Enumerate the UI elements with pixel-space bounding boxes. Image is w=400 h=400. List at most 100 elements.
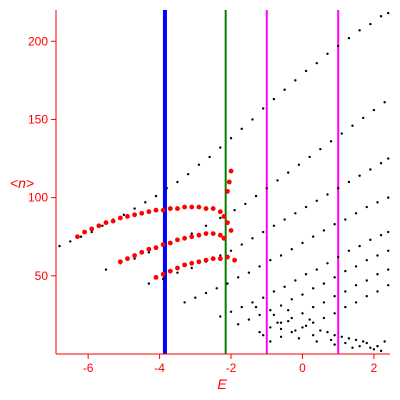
data-point [301, 312, 304, 315]
highlight-point [75, 234, 80, 240]
y-axis-label: <n> [10, 175, 34, 191]
data-point [219, 216, 222, 220]
highlight-point [203, 206, 209, 211]
data-point [354, 265, 358, 268]
highlight-point [189, 260, 195, 266]
data-point [183, 301, 186, 304]
data-point [233, 208, 236, 212]
highlight-point [132, 212, 137, 218]
data-point [372, 348, 376, 351]
highlight-point [228, 168, 234, 174]
data-point [333, 312, 336, 315]
data-point [315, 340, 318, 343]
data-point [311, 287, 315, 290]
data-point [304, 273, 308, 276]
data-point [240, 243, 243, 246]
data-point [294, 279, 297, 282]
data-point [58, 244, 61, 248]
data-point [176, 180, 179, 184]
highlight-point [226, 179, 232, 185]
data-point [387, 11, 390, 15]
highlight-point [175, 206, 180, 211]
data-point [308, 318, 311, 321]
highlight-point [167, 268, 173, 274]
data-point [365, 258, 368, 262]
highlight-point [225, 188, 230, 194]
data-point [297, 337, 301, 340]
data-point [251, 118, 254, 121]
y-ticks: 50 100 150 200 [28, 34, 56, 283]
highlight-point [196, 232, 202, 238]
data-point [322, 316, 326, 320]
highlight-point [217, 256, 223, 262]
data-point [358, 29, 361, 32]
data-point [351, 124, 354, 127]
data-point [304, 324, 308, 328]
data-point [387, 230, 390, 234]
highlight-point [175, 265, 180, 271]
data-point [322, 301, 326, 304]
data-point [272, 290, 276, 293]
data-point [69, 240, 72, 243]
data-point [254, 194, 258, 198]
data-point [379, 233, 383, 237]
data-point [226, 282, 229, 285]
highlight-point [160, 242, 166, 247]
data-point [376, 344, 379, 348]
highlight-point [125, 256, 130, 262]
data-point [133, 207, 136, 210]
data-point [308, 155, 311, 159]
data-point [337, 44, 340, 48]
data-point [269, 309, 272, 312]
data-point [122, 213, 126, 217]
data-point [387, 196, 390, 199]
data-point [369, 22, 372, 26]
data-point [337, 187, 340, 190]
data-point [269, 340, 272, 343]
data-point [340, 335, 343, 338]
data-point [365, 341, 368, 345]
y-tick-label: 100 [28, 191, 48, 205]
data-point [244, 202, 247, 206]
data-point [261, 334, 265, 337]
data-point [369, 168, 372, 171]
highlight-point [160, 207, 166, 213]
data-point [79, 235, 83, 238]
highlight-point [210, 231, 216, 237]
data-point [354, 212, 358, 215]
data-point [204, 224, 208, 227]
data-point [297, 163, 301, 166]
data-point [365, 279, 368, 282]
data-point [383, 101, 386, 104]
data-point [333, 343, 336, 346]
highlight-point [196, 259, 202, 265]
data-point [379, 162, 383, 165]
data-point [358, 174, 361, 177]
highlight-point [153, 274, 159, 280]
data-point [369, 238, 372, 242]
data-point [194, 296, 197, 299]
data-points [58, 11, 390, 353]
data-point [154, 194, 158, 198]
highlight-point [117, 215, 123, 221]
highlight-point [232, 257, 238, 263]
data-point [133, 257, 136, 260]
data-point [272, 313, 276, 317]
data-point [90, 230, 93, 234]
data-point [333, 334, 336, 337]
data-point [286, 171, 290, 174]
highlight-point [110, 218, 116, 224]
data-point [322, 282, 326, 285]
data-point [319, 147, 322, 151]
data-point [208, 155, 211, 159]
data-point [358, 344, 361, 348]
data-point [190, 266, 193, 270]
data-point [229, 310, 233, 313]
highlight-point [182, 262, 187, 268]
highlight-point [175, 237, 180, 243]
data-point [258, 265, 261, 268]
data-point [333, 223, 336, 226]
highlight-point [89, 226, 95, 232]
highlight-point [221, 214, 227, 219]
data-point [294, 212, 297, 215]
